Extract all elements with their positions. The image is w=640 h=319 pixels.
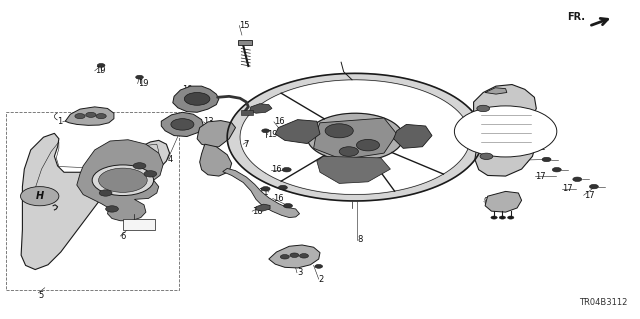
Circle shape bbox=[282, 167, 291, 172]
Circle shape bbox=[86, 112, 96, 117]
Polygon shape bbox=[275, 120, 320, 144]
Text: 2: 2 bbox=[319, 275, 324, 284]
Circle shape bbox=[97, 63, 105, 67]
Polygon shape bbox=[469, 85, 536, 176]
Text: 3: 3 bbox=[297, 268, 302, 277]
Polygon shape bbox=[173, 86, 219, 112]
Polygon shape bbox=[485, 88, 507, 94]
Circle shape bbox=[96, 114, 106, 119]
Circle shape bbox=[133, 163, 146, 169]
Text: TR04B3112: TR04B3112 bbox=[579, 298, 627, 307]
Circle shape bbox=[106, 206, 118, 212]
Text: 5: 5 bbox=[38, 291, 44, 300]
Text: 17: 17 bbox=[584, 191, 595, 200]
Text: 8: 8 bbox=[357, 235, 362, 244]
Polygon shape bbox=[394, 124, 432, 148]
Text: 18: 18 bbox=[256, 172, 267, 181]
Text: 16: 16 bbox=[274, 117, 285, 126]
Text: 10: 10 bbox=[182, 85, 193, 94]
Bar bbox=[123, 219, 155, 230]
Text: 12: 12 bbox=[535, 143, 545, 152]
Circle shape bbox=[480, 153, 493, 160]
Text: 17: 17 bbox=[535, 172, 546, 181]
Circle shape bbox=[144, 171, 157, 177]
Circle shape bbox=[278, 185, 287, 190]
Text: 18: 18 bbox=[252, 207, 263, 216]
Text: FR.: FR. bbox=[568, 12, 586, 22]
Text: 14: 14 bbox=[125, 220, 136, 229]
Polygon shape bbox=[200, 144, 232, 176]
Text: 1: 1 bbox=[58, 117, 63, 126]
Circle shape bbox=[477, 105, 490, 112]
Circle shape bbox=[99, 168, 147, 192]
Polygon shape bbox=[77, 140, 163, 221]
Polygon shape bbox=[314, 118, 397, 160]
Text: H: H bbox=[36, 191, 44, 201]
Circle shape bbox=[99, 190, 112, 196]
Polygon shape bbox=[307, 113, 403, 161]
Circle shape bbox=[339, 147, 358, 156]
Polygon shape bbox=[269, 245, 320, 268]
Text: 13: 13 bbox=[204, 117, 214, 126]
Polygon shape bbox=[197, 121, 236, 147]
Circle shape bbox=[280, 255, 289, 259]
Circle shape bbox=[454, 106, 557, 157]
Circle shape bbox=[184, 93, 210, 105]
Circle shape bbox=[290, 253, 299, 257]
Bar bbox=[6, 112, 179, 290]
Text: 19: 19 bbox=[95, 66, 105, 75]
Text: 4: 4 bbox=[168, 155, 173, 164]
Bar bbox=[241, 110, 253, 115]
Text: 11: 11 bbox=[259, 188, 269, 197]
Text: 16: 16 bbox=[273, 194, 284, 203]
Circle shape bbox=[20, 187, 59, 206]
Circle shape bbox=[261, 187, 270, 191]
Circle shape bbox=[136, 75, 143, 79]
Circle shape bbox=[315, 264, 323, 268]
Polygon shape bbox=[485, 191, 522, 212]
Circle shape bbox=[92, 165, 154, 196]
Text: 7: 7 bbox=[243, 140, 248, 149]
Polygon shape bbox=[161, 112, 204, 137]
Circle shape bbox=[284, 204, 292, 208]
Polygon shape bbox=[223, 168, 300, 218]
Text: 16: 16 bbox=[271, 165, 282, 174]
Circle shape bbox=[499, 216, 506, 219]
Circle shape bbox=[542, 157, 551, 162]
Circle shape bbox=[262, 129, 269, 133]
Text: 6: 6 bbox=[120, 232, 125, 241]
Polygon shape bbox=[317, 156, 390, 183]
Circle shape bbox=[75, 114, 85, 119]
Circle shape bbox=[171, 119, 194, 130]
Polygon shape bbox=[65, 107, 114, 125]
Circle shape bbox=[356, 139, 380, 151]
Text: 9: 9 bbox=[484, 197, 489, 206]
Polygon shape bbox=[21, 133, 170, 270]
Circle shape bbox=[325, 124, 353, 138]
Circle shape bbox=[300, 254, 308, 258]
Polygon shape bbox=[250, 104, 272, 113]
Circle shape bbox=[552, 167, 561, 172]
Polygon shape bbox=[227, 73, 483, 201]
Bar bbox=[238, 40, 252, 45]
Circle shape bbox=[508, 216, 514, 219]
Text: 15: 15 bbox=[239, 21, 250, 30]
Polygon shape bbox=[256, 204, 270, 211]
Circle shape bbox=[589, 184, 598, 189]
Text: 19: 19 bbox=[268, 130, 278, 139]
Circle shape bbox=[491, 216, 497, 219]
Circle shape bbox=[573, 177, 582, 182]
Text: 17: 17 bbox=[562, 184, 573, 193]
Text: 17: 17 bbox=[520, 156, 531, 165]
Text: 19: 19 bbox=[138, 79, 148, 88]
